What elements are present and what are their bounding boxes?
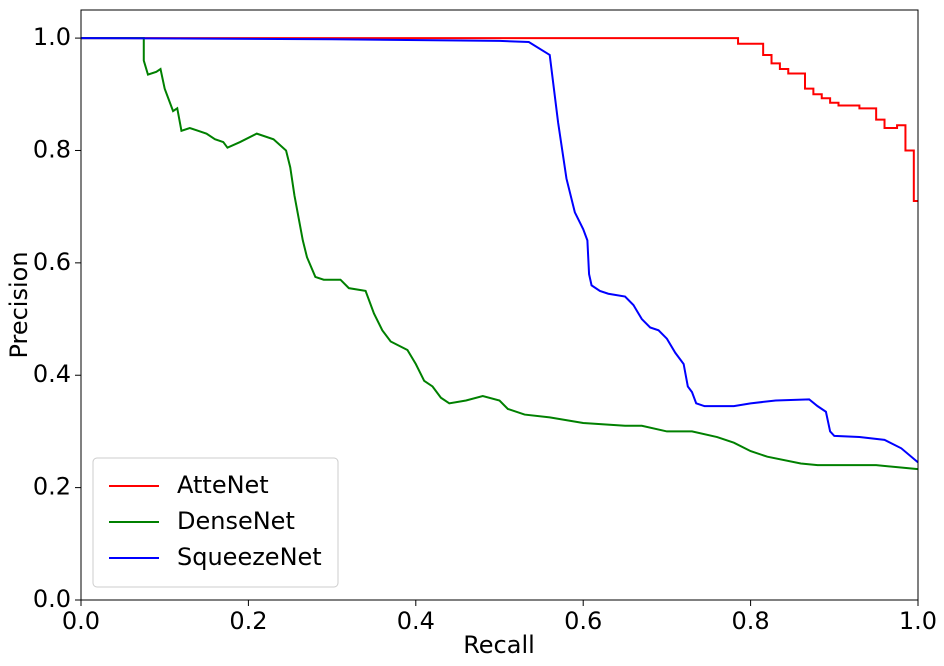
x-tick-label: 0.8 xyxy=(732,607,770,635)
x-tick-label: 0.2 xyxy=(229,607,267,635)
x-tick-label: 1.0 xyxy=(899,607,937,635)
y-tick-label: 0.8 xyxy=(33,135,71,163)
legend-label: SqueezeNet xyxy=(177,543,322,571)
x-axis-label: Recall xyxy=(463,631,535,659)
legend-label: AtteNet xyxy=(177,471,269,499)
legend-box xyxy=(92,457,339,588)
series-line xyxy=(81,37,918,203)
y-tick-label: 0.0 xyxy=(33,585,71,613)
x-tick-label: 0.0 xyxy=(62,607,100,635)
series-line xyxy=(81,37,919,471)
y-tick-label: 1.0 xyxy=(33,23,71,51)
legend-label: DenseNet xyxy=(177,507,295,535)
y-tick-label: 0.6 xyxy=(33,248,71,276)
series-line xyxy=(80,37,919,464)
x-tick-label: 0.6 xyxy=(564,607,602,635)
y-tick-label: 0.2 xyxy=(33,473,71,501)
y-tick-label: 0.4 xyxy=(33,360,71,388)
plot-frame xyxy=(80,9,919,601)
y-axis-label: Precision xyxy=(5,251,33,358)
x-tick-label: 0.4 xyxy=(397,607,435,635)
